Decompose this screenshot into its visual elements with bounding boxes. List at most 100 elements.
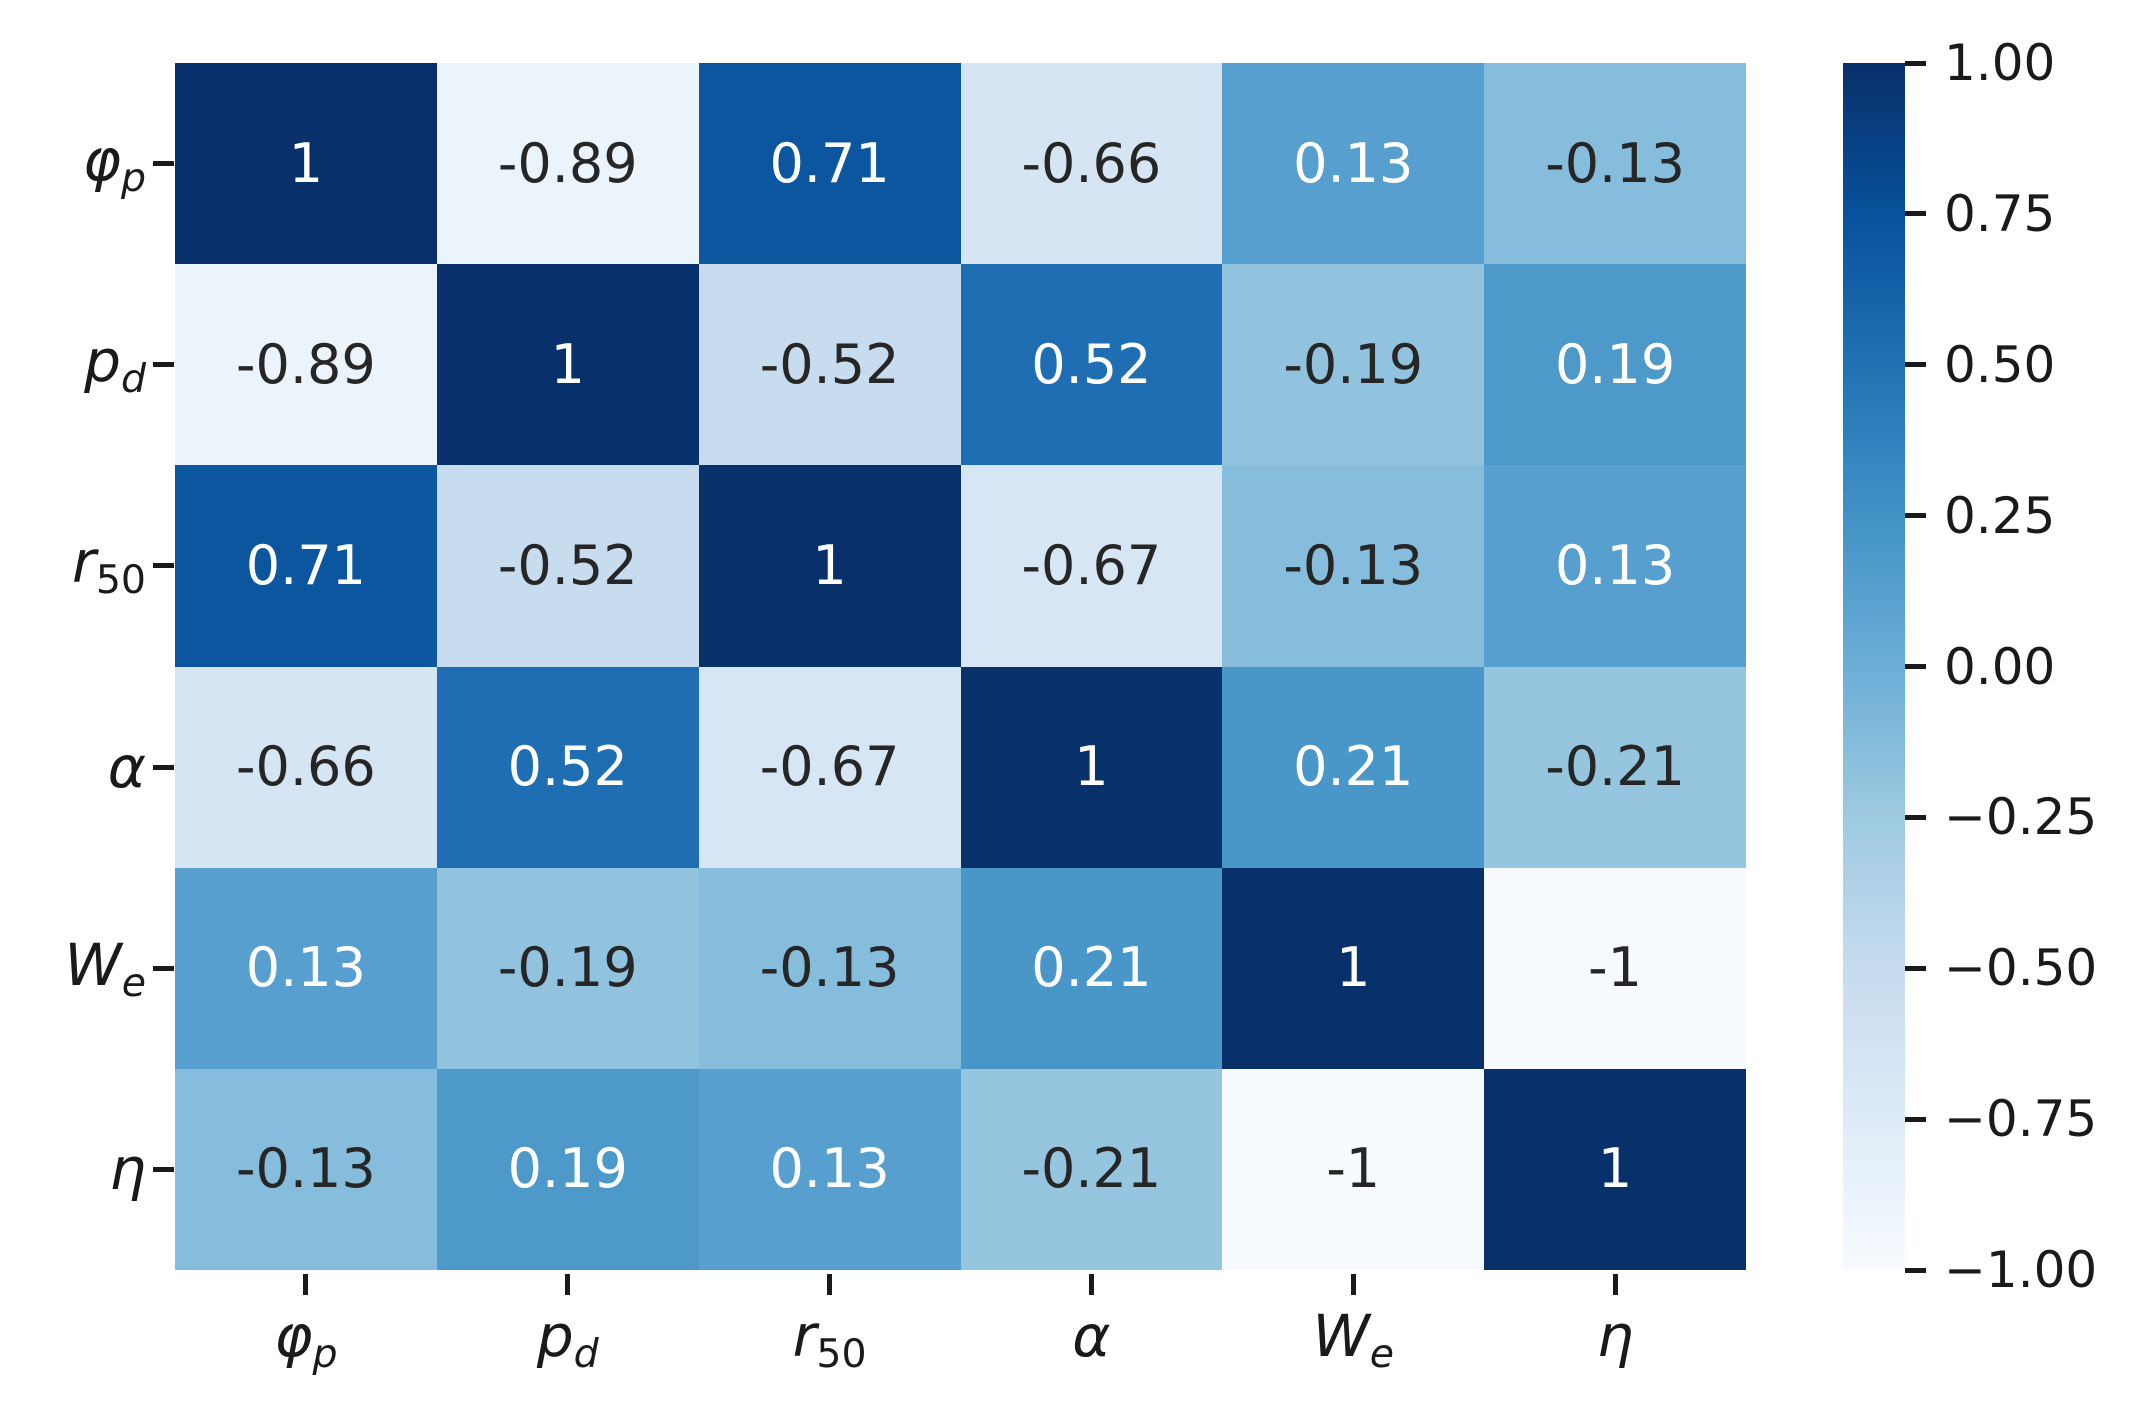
y-axis-label-6: η [0,1124,146,1214]
x-axis-label-5: We [1312,1302,1394,1392]
cell-value: -1 [1588,936,1642,1000]
variable-label-x6: η [1597,1302,1634,1370]
variable-base: r [792,1302,817,1370]
heatmap-cell-r6c1: -0.13 [175,1068,437,1270]
variable-label-y2: pd [84,327,146,402]
variable-label-x2: pd [537,1302,599,1377]
x-axis-tick-2 [565,1274,571,1295]
colorbar-tick-label-2: 0.75 [1944,184,2056,243]
x-axis-tick-3 [827,1274,833,1295]
cell-value: 1 [550,332,585,396]
variable-subscript: d [573,1331,599,1378]
cell-value: 0.13 [1293,131,1414,195]
heatmap-cell-r1c6: -0.13 [1484,63,1746,265]
heatmap-cell-r3c5: -0.13 [1222,465,1485,667]
cell-value: 0.52 [1031,332,1152,396]
heatmap-cell-r3c2: -0.52 [436,465,699,667]
y-axis-tick-1 [153,161,174,167]
variable-base: p [84,327,121,396]
cell-value: 0.21 [1293,735,1414,799]
cell-value: 1 [1074,735,1109,799]
x-axis-label-4: α [1072,1302,1110,1392]
heatmap-cell-r5c4: 0.21 [960,867,1223,1069]
y-axis-tick-3 [153,563,174,569]
y-axis-label-5: We [0,923,146,1013]
colorbar-tick-label-5: 0.00 [1944,637,2056,696]
colorbar-tick-6 [1905,814,1926,820]
heatmap-cell-r1c3: 0.71 [698,63,961,265]
y-axis-tick-5 [153,965,174,971]
heatmap-cell-r2c5: -0.19 [1222,264,1485,466]
heatmap-cell-r3c4: -0.67 [960,465,1223,667]
variable-label-x1: φp [274,1302,337,1377]
variable-subscript: p [120,155,146,202]
x-axis-tick-6 [1612,1274,1618,1295]
variable-base: η [1596,1302,1634,1370]
x-axis-label-1: φp [274,1302,337,1392]
colorbar-tick-label-4: 0.25 [1944,486,2056,545]
cell-value: 0.13 [769,1137,890,1201]
heatmap-cell-r5c2: -0.19 [436,867,699,1069]
variable-subscript: e [1369,1331,1395,1378]
heatmap-cell-r5c6: -1 [1484,867,1746,1069]
cell-value: -0.66 [236,735,376,799]
x-axis-tick-5 [1350,1274,1356,1295]
heatmap-cell-r1c5: 0.13 [1222,63,1485,265]
cell-value: 1 [1336,936,1371,1000]
colorbar-tick-label-9: −1.00 [1944,1241,2098,1299]
y-axis-tick-2 [153,362,174,368]
colorbar-tick-9 [1905,1267,1926,1273]
heatmap-cell-r2c2: 1 [436,264,699,466]
cell-value: -0.67 [759,735,900,799]
colorbar-tick-3 [1905,362,1926,368]
cell-value: 0.52 [507,735,628,799]
heatmap-cell-r1c2: -0.89 [436,63,699,265]
y-axis-tick-6 [153,1166,174,1172]
cell-value: -0.13 [1283,533,1424,597]
y-axis-label-4: α [0,722,146,812]
heatmap-cell-r1c1: 1 [175,63,437,265]
heatmap-cell-r3c1: 0.71 [175,465,437,667]
heatmap-cell-r4c6: -0.21 [1484,666,1746,868]
cell-value: 1 [812,533,847,597]
variable-subscript: d [120,356,146,403]
heatmap-cell-r4c4: 1 [960,666,1223,868]
colorbar-tick-label-6: −0.25 [1944,788,2098,847]
variable-base: W [64,930,122,999]
variable-base: α [107,733,146,802]
y-axis-tick-4 [153,764,174,770]
variable-subscript: 50 [95,557,146,604]
variable-base: p [536,1302,574,1370]
heatmap-cell-r5c3: -0.13 [698,867,961,1069]
y-axis-label-1: φp [0,119,146,209]
colorbar-tick-label-8: −0.75 [1944,1090,2098,1149]
heatmap-grid: 1 -0.89 0.71 -0.66 0.13 -0.13 -0.89 1 -0.52 0.52 -… [175,63,1746,1270]
variable-base: φ [274,1302,313,1370]
heatmap-cell-r2c4: 0.52 [960,264,1223,466]
y-axis-label-2: pd [0,320,146,410]
colorbar-tick-2 [1905,211,1926,217]
variable-label-x3: r50 [793,1302,867,1377]
heatmap-cell-r2c3: -0.52 [698,264,961,466]
cell-value: 1 [1597,1137,1633,1201]
cell-value: -0.52 [759,332,900,396]
variable-label-y3: r50 [72,528,146,603]
heatmap-cell-r3c6: 0.13 [1484,465,1746,667]
heatmap-cell-r5c1: 0.13 [175,867,437,1069]
variable-base: φ [82,126,121,195]
colorbar-tick-7 [1905,965,1926,971]
cell-value: -0.13 [236,1137,376,1201]
heatmap-cell-r4c5: 0.21 [1222,666,1485,868]
cell-value: 0.13 [1554,533,1676,597]
variable-subscript: p [312,1331,338,1378]
cell-value: -0.21 [1545,735,1685,799]
colorbar-tick-1 [1905,60,1926,66]
variable-label-y4: α [108,733,146,801]
variable-subscript: e [121,959,146,1006]
variable-base: r [71,528,96,597]
variable-subscript: 50 [816,1331,867,1378]
colorbar-tick-label-3: 0.50 [1944,335,2056,394]
cell-value: -0.13 [1545,131,1685,195]
cell-value: 0.13 [245,936,367,1000]
